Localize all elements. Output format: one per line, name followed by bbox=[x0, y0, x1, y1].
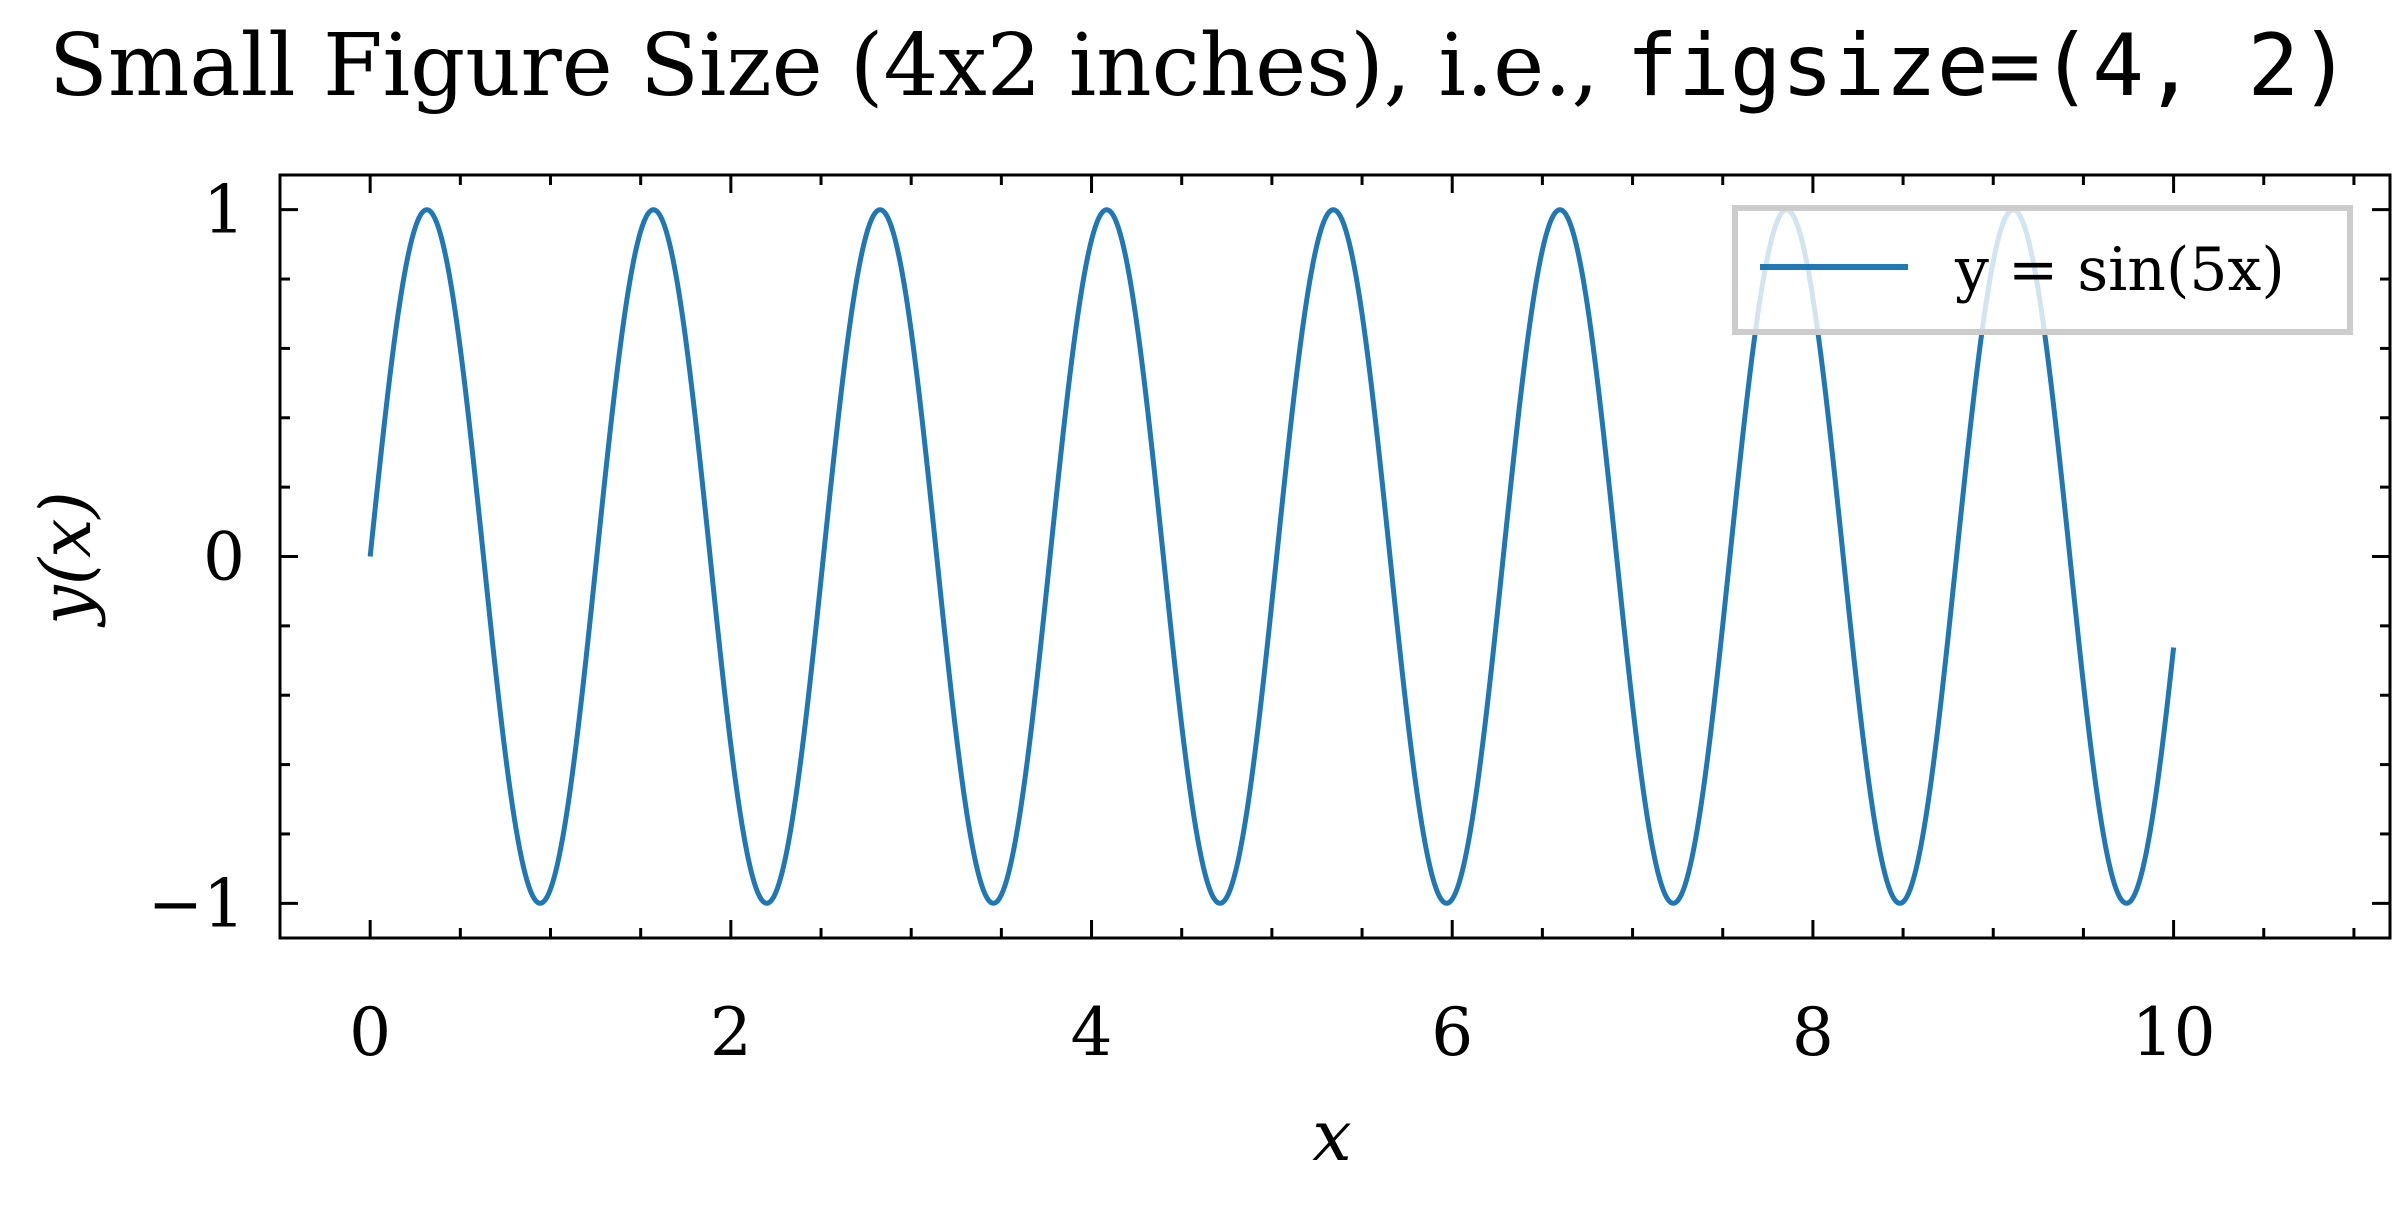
series-line-sin-5x bbox=[367, 207, 2177, 906]
plot-area: 0 2 4 6 8 10 −1 0 1 bbox=[148, 172, 2392, 1071]
y-tick-label: −1 bbox=[148, 865, 245, 942]
chart-title-text: Small Figure Size (4x2 inches), i.e., bbox=[49, 16, 1626, 116]
x-tick-label: 10 bbox=[2132, 994, 2216, 1071]
x-axis-label: x bbox=[1312, 1095, 1351, 1177]
y-axis-label: y(x) bbox=[25, 491, 107, 628]
legend-entry-label: y = sin(5x) bbox=[1954, 235, 2285, 305]
x-tick-label: 4 bbox=[1071, 994, 1113, 1071]
y-tick-label: 1 bbox=[203, 172, 245, 249]
x-tick-label: 6 bbox=[1431, 994, 1473, 1071]
legend: y = sin(5x) bbox=[1732, 205, 2353, 335]
chart-title-code: figsize=(4, 2) bbox=[1626, 16, 2351, 116]
x-tick-label: 2 bbox=[710, 994, 752, 1071]
x-tick-label: 0 bbox=[349, 994, 391, 1071]
legend-frame bbox=[1732, 205, 2353, 335]
x-tick-label: 8 bbox=[1792, 994, 1834, 1071]
chart-title: Small Figure Size (4x2 inches), i.e., fi… bbox=[49, 16, 2351, 116]
y-tick-label: 0 bbox=[203, 519, 245, 596]
